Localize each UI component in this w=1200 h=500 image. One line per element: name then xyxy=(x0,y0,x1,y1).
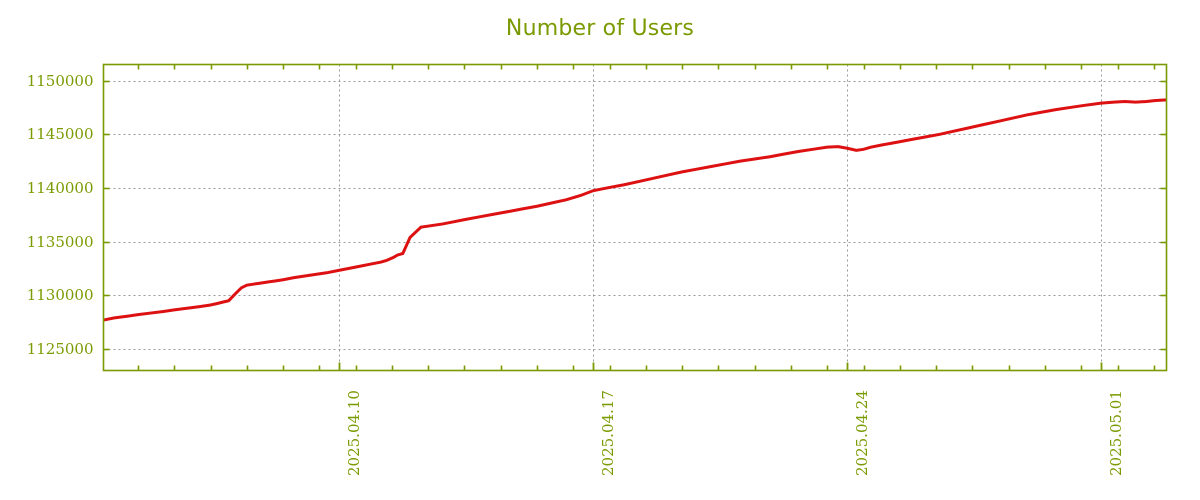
axis-ticks xyxy=(103,64,1167,371)
y-tick-label-1: 1130000 xyxy=(26,286,94,305)
y-tick-label-0: 1125000 xyxy=(26,340,94,359)
y-tick-label-3: 1140000 xyxy=(26,178,94,197)
x-tick-label-0: 2025.04.10 xyxy=(345,389,364,476)
data-line-number-of-users xyxy=(103,98,1167,322)
x-tick-label-2: 2025.04.24 xyxy=(853,389,872,476)
y-tick-label-4: 1145000 xyxy=(26,125,94,144)
x-tick-label-1: 2025.04.17 xyxy=(599,389,618,476)
y-tick-label-5: 1150000 xyxy=(26,71,94,90)
y-tick-label-2: 1135000 xyxy=(26,232,94,251)
grid-lines xyxy=(103,64,1167,371)
x-tick-label-3: 2025.05.01 xyxy=(1107,389,1126,476)
plot-border xyxy=(102,63,1168,372)
chart-title: Number of Users xyxy=(505,16,695,41)
